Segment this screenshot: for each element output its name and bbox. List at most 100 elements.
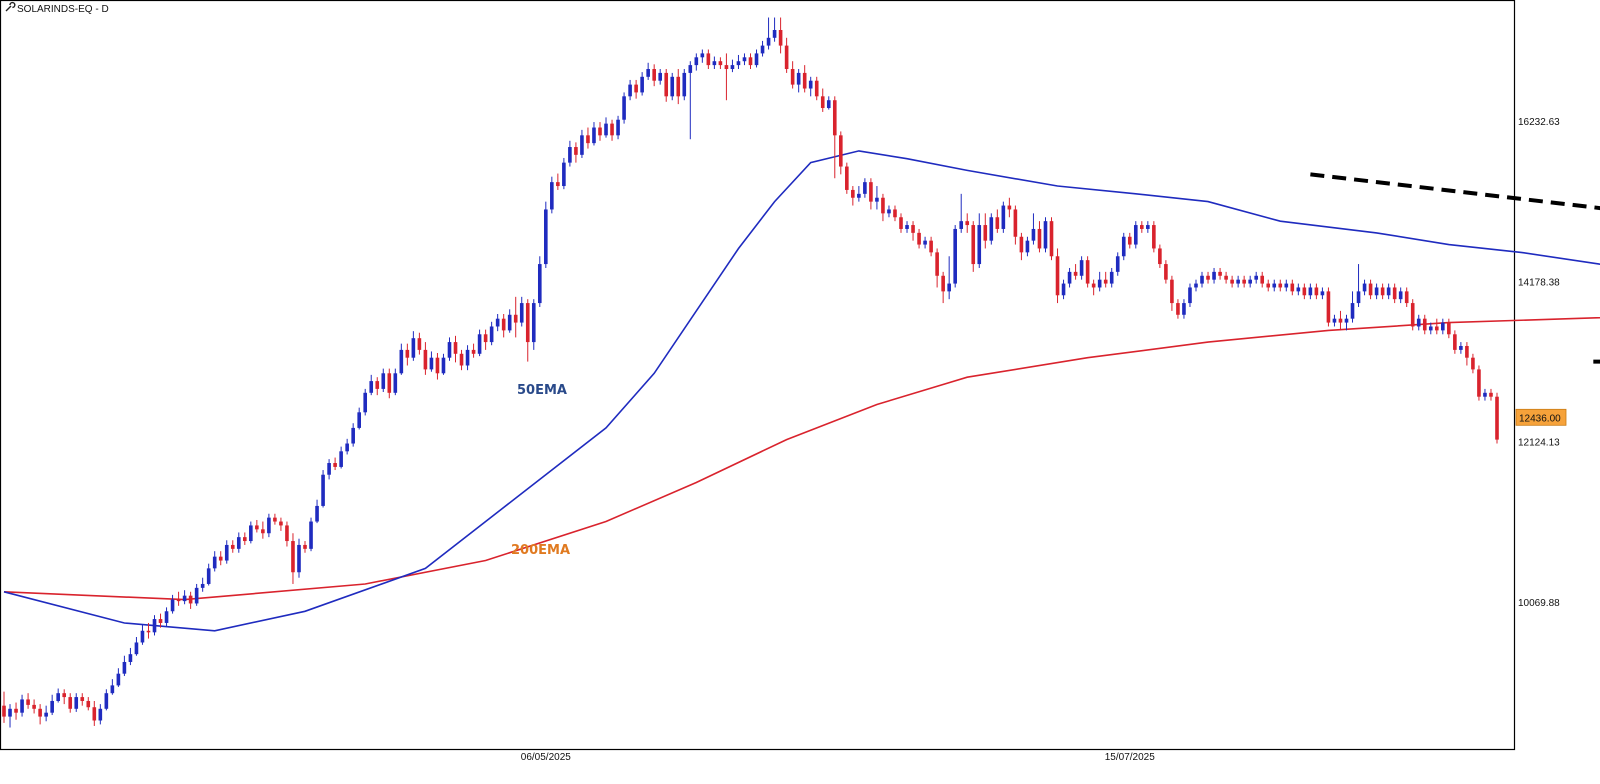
candle[interactable]: [1350, 291, 1355, 323]
candle[interactable]: [598, 122, 602, 141]
candle[interactable]: [1374, 283, 1379, 300]
candle[interactable]: [989, 213, 994, 245]
candle[interactable]: [26, 693, 30, 709]
candle[interactable]: [826, 96, 831, 110]
candle[interactable]: [537, 256, 542, 307]
candle[interactable]: [1278, 279, 1283, 292]
candle[interactable]: [519, 296, 524, 327]
candle[interactable]: [345, 438, 349, 455]
candle[interactable]: [1266, 279, 1271, 292]
candle[interactable]: [465, 345, 470, 371]
candle[interactable]: [1290, 279, 1295, 296]
candle[interactable]: [1013, 205, 1018, 245]
candle[interactable]: [1320, 287, 1325, 300]
candle[interactable]: [923, 236, 927, 249]
candle[interactable]: [140, 624, 145, 645]
candle[interactable]: [104, 689, 109, 711]
candle[interactable]: [544, 201, 548, 268]
candle[interactable]: [495, 314, 500, 332]
candle[interactable]: [279, 517, 283, 531]
candle[interactable]: [1212, 267, 1216, 284]
candle[interactable]: [297, 538, 301, 578]
candle[interactable]: [736, 54, 741, 70]
candle[interactable]: [796, 69, 801, 93]
candle[interactable]: [339, 446, 343, 469]
candle[interactable]: [586, 127, 590, 149]
candle[interactable]: [670, 72, 675, 101]
candle[interactable]: [959, 193, 964, 233]
candle[interactable]: [1007, 197, 1012, 218]
candle[interactable]: [1447, 318, 1451, 339]
resistance-trendline[interactable]: [1310, 172, 1600, 272]
candle[interactable]: [845, 162, 849, 194]
candle[interactable]: [971, 221, 976, 272]
candle[interactable]: [706, 49, 711, 70]
candle[interactable]: [218, 551, 223, 566]
candle[interactable]: [1338, 310, 1343, 331]
candle[interactable]: [447, 337, 452, 361]
candle[interactable]: [604, 117, 608, 138]
candle[interactable]: [646, 62, 650, 80]
candle[interactable]: [255, 519, 259, 533]
candle[interactable]: [832, 96, 837, 179]
candle[interactable]: [50, 694, 54, 716]
candle[interactable]: [1236, 275, 1240, 288]
candle[interactable]: [1495, 392, 1499, 444]
candle[interactable]: [230, 540, 235, 553]
candle[interactable]: [405, 343, 410, 366]
candle[interactable]: [1097, 271, 1102, 292]
candle[interactable]: [236, 532, 241, 553]
candle[interactable]: [682, 69, 687, 101]
candle[interactable]: [212, 551, 217, 572]
candle[interactable]: [387, 368, 392, 399]
candle[interactable]: [224, 540, 229, 564]
candle[interactable]: [351, 423, 355, 447]
candle[interactable]: [1368, 279, 1373, 300]
candle[interactable]: [170, 594, 175, 614]
candle[interactable]: [1001, 201, 1006, 233]
candle[interactable]: [628, 79, 632, 101]
candle[interactable]: [381, 368, 386, 393]
candle[interactable]: [610, 119, 614, 141]
candle[interactable]: [1416, 314, 1421, 331]
candle[interactable]: [634, 79, 638, 99]
candle[interactable]: [471, 343, 476, 358]
candle[interactable]: [802, 65, 807, 93]
candle[interactable]: [128, 647, 133, 666]
candle[interactable]: [357, 407, 361, 430]
candle[interactable]: [291, 533, 295, 584]
candle[interactable]: [1031, 213, 1036, 245]
candle[interactable]: [158, 613, 163, 628]
candle[interactable]: [1380, 283, 1385, 300]
candle[interactable]: [1103, 271, 1108, 288]
candle[interactable]: [1248, 275, 1252, 288]
candle[interactable]: [1284, 279, 1289, 292]
candle[interactable]: [899, 213, 903, 233]
candle[interactable]: [929, 236, 933, 257]
candle[interactable]: [1121, 232, 1126, 261]
candle[interactable]: [92, 700, 97, 726]
candle[interactable]: [857, 186, 861, 202]
candle[interactable]: [1428, 322, 1433, 335]
candle[interactable]: [784, 37, 789, 73]
candle[interactable]: [20, 694, 24, 717]
candle[interactable]: [315, 499, 319, 524]
candle[interactable]: [838, 131, 843, 175]
candle[interactable]: [1115, 252, 1120, 276]
candle[interactable]: [1019, 232, 1024, 261]
candle[interactable]: [1067, 267, 1072, 288]
candle[interactable]: [68, 693, 73, 713]
candle[interactable]: [550, 176, 554, 214]
candle[interactable]: [820, 88, 825, 112]
candle[interactable]: [640, 72, 644, 96]
candle[interactable]: [1055, 248, 1060, 304]
candle[interactable]: [1218, 267, 1222, 280]
candle[interactable]: [321, 470, 325, 508]
candle[interactable]: [808, 76, 813, 97]
candle[interactable]: [1164, 260, 1168, 284]
candle[interactable]: [574, 142, 578, 163]
candle[interactable]: [423, 342, 428, 375]
candle[interactable]: [1392, 283, 1397, 304]
candle[interactable]: [1037, 221, 1042, 253]
candle[interactable]: [652, 64, 656, 87]
